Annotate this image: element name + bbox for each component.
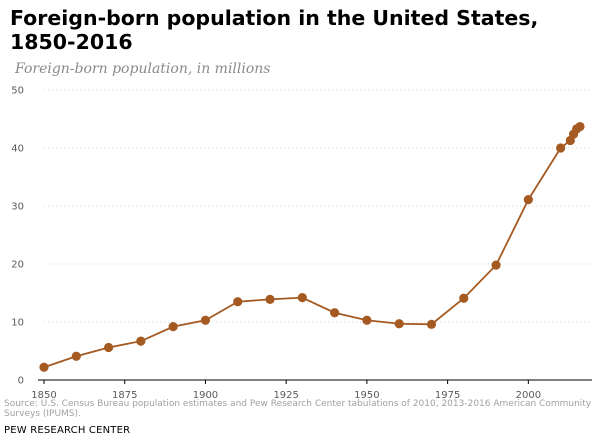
data-point — [136, 336, 146, 346]
data-point — [523, 195, 533, 205]
publisher-credit: PEW RESEARCH CENTER — [4, 425, 131, 436]
x-tick-label: 1950 — [354, 390, 379, 401]
data-point — [233, 297, 243, 307]
chart-subtitle: Foreign-born population, in millions — [15, 61, 271, 77]
data-point — [297, 293, 307, 303]
x-tick-label: 1925 — [273, 390, 298, 401]
data-point — [200, 315, 211, 325]
y-tick-label: 10 — [11, 318, 24, 329]
y-tick-label: 20 — [11, 260, 24, 271]
data-point — [39, 362, 49, 372]
data-point — [426, 319, 437, 329]
x-tick-label: 1850 — [31, 390, 56, 401]
data-point — [71, 351, 81, 361]
data-point — [168, 322, 178, 332]
data-point — [103, 342, 114, 353]
data-point — [575, 121, 585, 132]
chart-title: Foreign-born population in the United St… — [10, 6, 539, 54]
data-point — [362, 315, 372, 325]
source-note: Source: U.S. Census Bureau population es… — [4, 399, 592, 419]
gridlines — [44, 89, 592, 323]
y-tick-label: 40 — [11, 144, 24, 155]
x-tick-label: 2000 — [516, 390, 541, 401]
data-point — [491, 260, 501, 270]
x-axis-labels: 1850 1875 1900 1925 1950 1975 2000 — [31, 390, 541, 401]
x-tick-label: 1875 — [112, 390, 137, 401]
x-tick-label: 1975 — [435, 390, 460, 401]
y-tick-label: 50 — [11, 86, 24, 97]
data-point — [556, 143, 566, 153]
y-tick-label: 0 — [18, 376, 24, 387]
data-point — [265, 294, 275, 304]
x-axis-ticks — [43, 380, 529, 384]
series-line — [43, 125, 581, 369]
data-points — [39, 121, 585, 372]
y-axis-labels: 0 10 20 30 40 50 — [11, 86, 24, 387]
y-tick-label: 30 — [11, 202, 24, 213]
data-point — [330, 308, 340, 318]
x-tick-label: 1900 — [193, 390, 218, 401]
data-point — [459, 293, 469, 303]
data-point — [394, 319, 404, 329]
